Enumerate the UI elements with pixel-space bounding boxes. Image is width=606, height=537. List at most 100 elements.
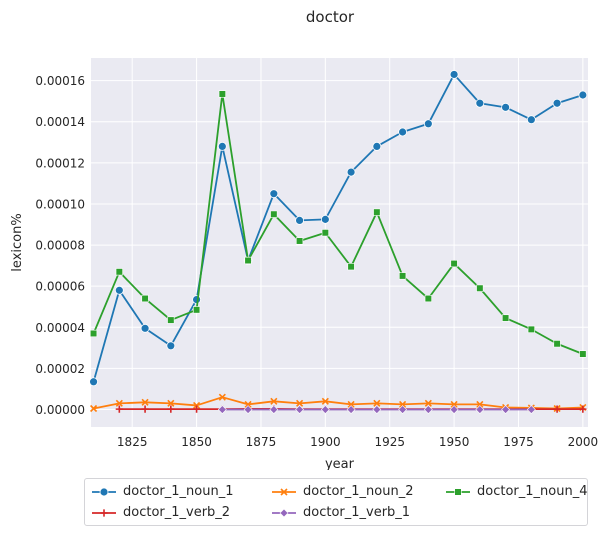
data-point xyxy=(269,405,279,414)
data-point xyxy=(501,314,510,322)
y-tick-label: 0.00012 xyxy=(35,156,85,170)
x-tick-label: 1875 xyxy=(246,435,277,449)
data-point xyxy=(372,141,382,151)
x-tick-label: 1950 xyxy=(439,435,470,449)
data-point xyxy=(501,405,511,414)
data-point xyxy=(399,400,407,408)
legend-swatch-marker xyxy=(454,487,462,496)
y-tick-label: 0.00002 xyxy=(35,362,85,376)
legend-label: doctor_1_noun_1 xyxy=(123,484,234,499)
data-point xyxy=(347,263,355,271)
y-tick-label: 0.00010 xyxy=(35,197,85,211)
data-point xyxy=(217,141,227,151)
data-point xyxy=(424,294,432,303)
data-point xyxy=(450,400,458,408)
data-point xyxy=(501,102,510,112)
x-tick-label: 1850 xyxy=(181,435,212,449)
y-tick-label: 0.00000 xyxy=(35,403,85,417)
legend-swatch xyxy=(272,487,296,496)
legend-item: doctor_1_verb_1 xyxy=(271,505,410,520)
data-point xyxy=(244,400,252,408)
y-axis-label: lexicon% xyxy=(10,213,25,271)
data-point xyxy=(398,272,407,280)
data-point xyxy=(192,405,201,413)
data-point xyxy=(167,399,175,407)
data-point xyxy=(141,405,149,413)
data-point xyxy=(217,405,227,414)
legend-label: doctor_1_noun_4 xyxy=(477,484,588,499)
data-point xyxy=(320,405,330,414)
x-tick-label: 2000 xyxy=(568,435,599,449)
data-point xyxy=(141,294,149,303)
chart-legend: doctor_1_noun_1 doctor_1_noun_2 doctor_1_n… xyxy=(84,478,588,526)
data-point xyxy=(578,90,588,100)
legend-label: doctor_1_verb_1 xyxy=(303,505,411,520)
x-tick-label: 1975 xyxy=(503,435,534,449)
data-point xyxy=(295,216,304,225)
data-point xyxy=(526,405,536,414)
series-doctor_1_noun_1 xyxy=(89,70,588,387)
data-point xyxy=(526,115,536,125)
chart-svg: doctor 0.000000.000020.000040.000060.000… xyxy=(10,8,598,472)
series-line xyxy=(93,396,583,410)
data-point xyxy=(192,306,201,314)
data-point xyxy=(476,284,484,292)
data-point xyxy=(449,70,459,79)
data-series xyxy=(89,70,588,414)
x-tick-labels: 1825 1850 1875 1900 1925 1950 1975 2000 xyxy=(117,435,598,449)
data-point xyxy=(167,405,175,413)
data-point xyxy=(475,405,485,414)
y-tick-label: 0.00008 xyxy=(35,239,85,253)
series-doctor_1_noun_4 xyxy=(89,90,587,358)
legend-swatch xyxy=(446,487,470,496)
legend-item: doctor_1_noun_4 xyxy=(445,484,587,499)
data-point xyxy=(476,400,484,408)
data-point xyxy=(114,285,124,295)
data-point xyxy=(475,98,485,108)
y-tick-label: 0.00014 xyxy=(35,115,85,129)
data-point xyxy=(89,329,98,338)
data-point xyxy=(140,323,150,333)
y-tick-labels: 0.00000 0.00002 0.00004 0.00006 0.00008 0.000… xyxy=(35,74,85,417)
data-point xyxy=(373,208,381,216)
legend-swatch xyxy=(92,487,116,496)
legend-item: doctor_1_verb_2 xyxy=(91,505,230,520)
data-point xyxy=(115,405,123,413)
data-point xyxy=(269,189,279,199)
data-point xyxy=(553,405,561,413)
data-point xyxy=(346,405,356,414)
data-point xyxy=(398,127,407,137)
legend-swatch-marker xyxy=(99,487,109,496)
data-point xyxy=(296,399,304,407)
data-point xyxy=(243,405,253,414)
legend-label: doctor_1_verb_2 xyxy=(123,505,231,520)
data-point xyxy=(115,268,123,276)
legend-item: doctor_1_noun_2 xyxy=(271,484,413,499)
data-point xyxy=(218,393,226,401)
plot-background xyxy=(91,58,588,427)
data-point xyxy=(218,90,226,98)
data-point xyxy=(320,214,330,224)
series-doctor_1_noun_2 xyxy=(90,393,587,413)
y-tick-label: 0.00006 xyxy=(35,280,85,294)
legend-item: doctor_1_noun_1 xyxy=(91,484,233,499)
data-point xyxy=(423,405,433,414)
data-point xyxy=(579,350,587,358)
x-tick-label: 1925 xyxy=(374,435,405,449)
data-point xyxy=(244,256,252,265)
data-point xyxy=(347,400,355,408)
data-point xyxy=(270,397,278,405)
legend-swatch xyxy=(272,508,296,517)
data-point xyxy=(579,405,587,413)
data-point xyxy=(295,237,304,245)
data-point xyxy=(90,404,98,413)
legend-swatch-marker xyxy=(280,487,288,496)
data-point xyxy=(553,340,561,348)
data-point xyxy=(552,98,562,108)
data-point xyxy=(372,405,382,414)
data-point xyxy=(449,405,459,414)
data-point xyxy=(346,167,356,177)
data-point xyxy=(166,341,176,351)
data-point xyxy=(295,405,305,414)
data-point xyxy=(398,405,408,414)
